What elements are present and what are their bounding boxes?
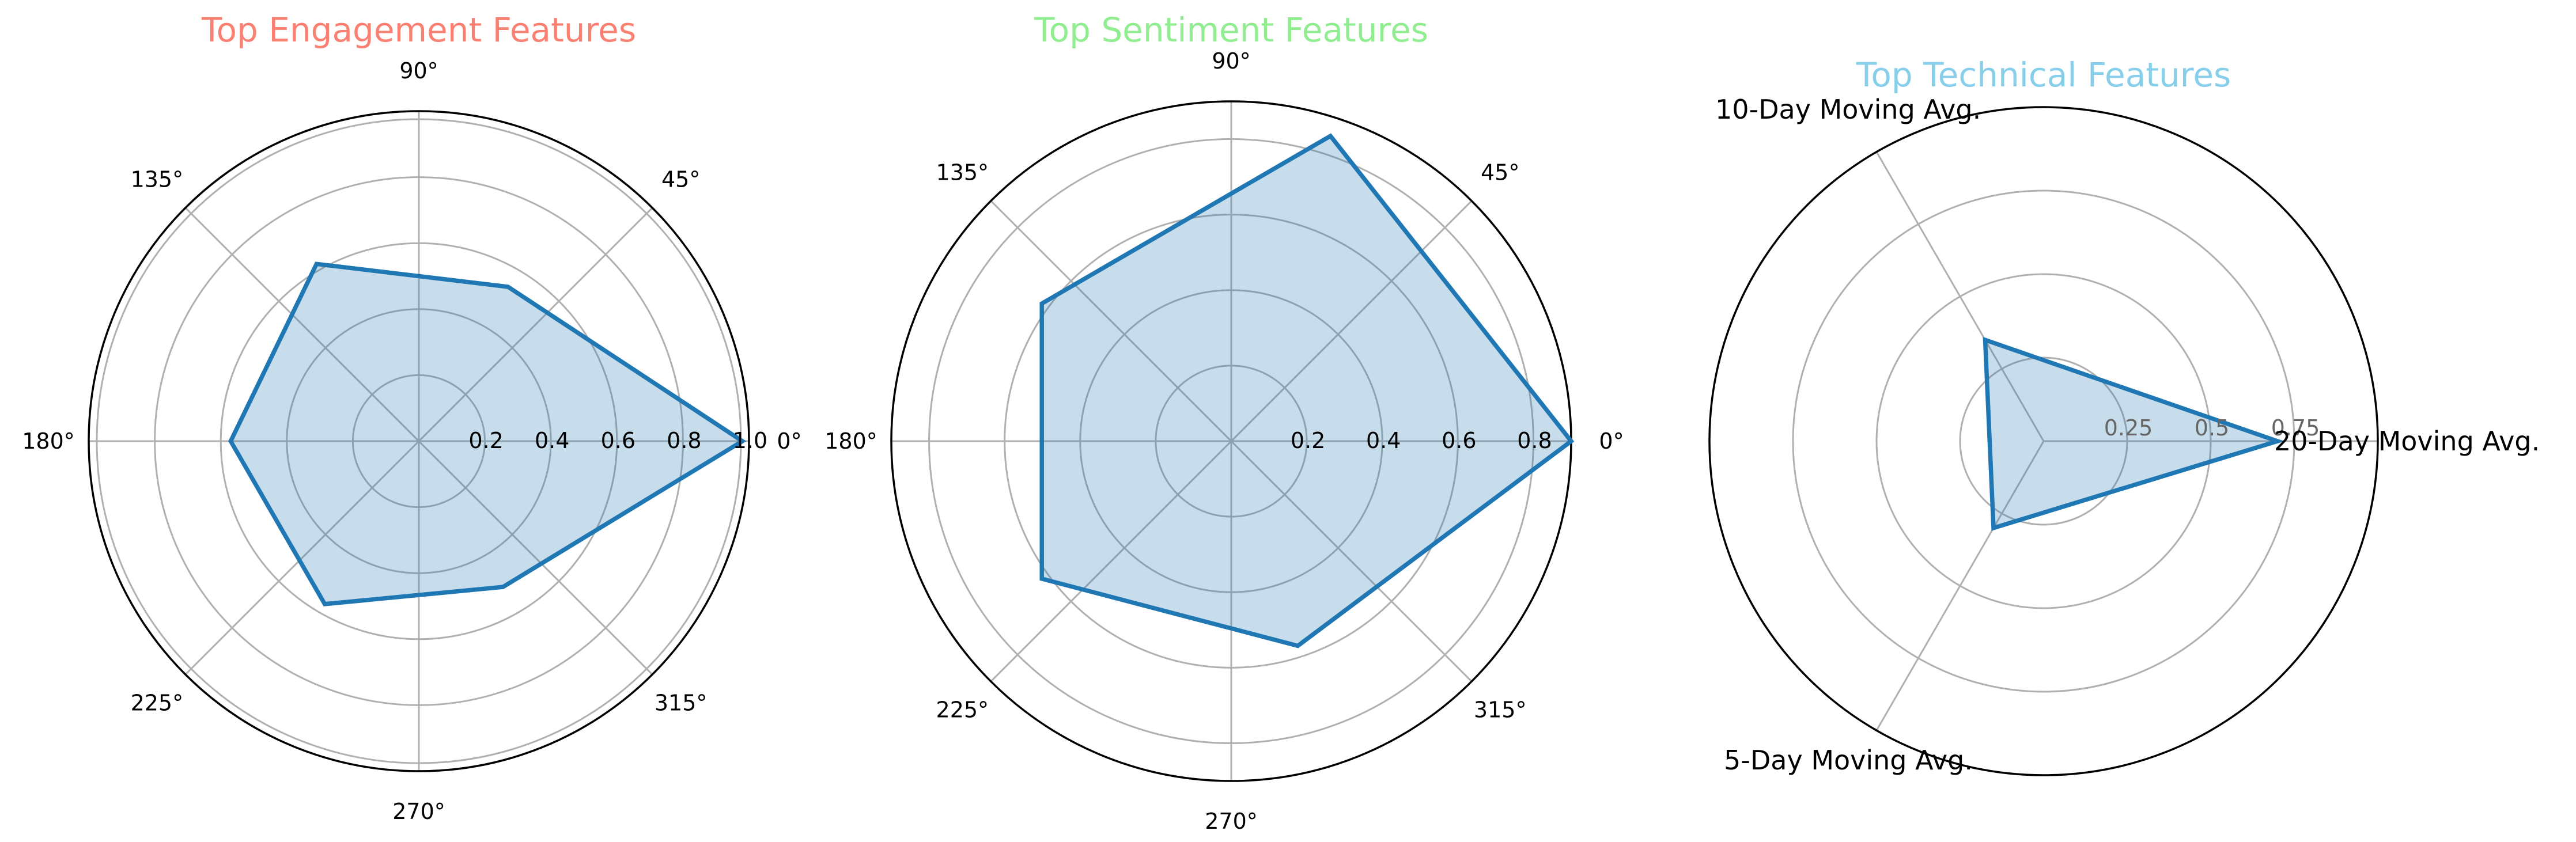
angle-label: 315° <box>1474 697 1527 723</box>
radial-tick-label: 0.8 <box>1517 428 1552 453</box>
radial-gridline <box>351 374 486 509</box>
outer-frame <box>1708 106 2379 776</box>
radial-tick-label: 0.8 <box>667 428 701 453</box>
outer-frame <box>88 110 750 772</box>
angle-label: 315° <box>655 691 708 716</box>
spoke-line <box>990 200 1232 442</box>
angle-label: 270° <box>392 799 445 824</box>
spoke-line <box>184 207 420 442</box>
angle-label: 270° <box>1205 809 1258 834</box>
technical-series <box>1983 336 2285 531</box>
series-line <box>1039 133 1575 648</box>
engagement-grid <box>88 110 750 772</box>
angle-label: 45° <box>1481 160 1519 185</box>
angle-label: 90° <box>1212 48 1250 74</box>
spoke-line <box>990 440 1232 682</box>
radial-tick-label: 0.25 <box>2104 415 2153 441</box>
series-area <box>1985 340 2278 528</box>
angle-label: 225° <box>131 691 184 716</box>
angle-label: 135° <box>131 166 184 192</box>
engagement-series <box>228 261 747 606</box>
category-label: 5-Day Moving Avg. <box>1724 745 1973 776</box>
category-label: 10-Day Moving Avg. <box>1715 94 1981 125</box>
angle-label: 180° <box>824 428 877 454</box>
angle-label: 0° <box>777 428 801 454</box>
spoke-line <box>418 207 653 442</box>
spoke-line <box>418 440 653 676</box>
spoke-line <box>1230 200 1473 442</box>
engagement-radar-panel: 0.2 0.4 0.6 0.8 1.0 0° 45° 90° 135° 180° 225° 270° 3… <box>22 10 801 824</box>
engagement-labels: 0.2 0.4 0.6 0.8 1.0 0° 45° 90° 135° 180° 225° 270° 3… <box>22 58 801 824</box>
radial-gridline <box>1959 356 2128 526</box>
radial-tick-label: 0.2 <box>1291 428 1325 453</box>
radial-tick-label: 0.2 <box>468 428 503 453</box>
engagement-chart-title: Top Engagement Features <box>201 10 636 50</box>
technical-grid <box>1708 106 2379 776</box>
angle-label: 45° <box>661 166 700 192</box>
radial-gridline <box>928 138 1534 744</box>
series-line <box>1983 336 2285 531</box>
spoke-line <box>1230 440 1473 682</box>
sentiment-chart-title: Top Sentiment Features <box>1034 10 1428 50</box>
category-label: 20-Day Moving Avg. <box>2274 426 2540 457</box>
radial-tick-label: 0.6 <box>1442 428 1476 453</box>
radial-tick-label: 0.5 <box>2195 415 2229 441</box>
radial-gridline <box>1079 289 1383 593</box>
radial-tick-label: 0.75 <box>2271 415 2320 441</box>
series-area <box>1042 136 1571 646</box>
radial-gridline <box>286 308 552 574</box>
angle-label: 90° <box>399 58 438 84</box>
radial-gridline <box>220 242 618 640</box>
angle-label: 180° <box>22 428 75 454</box>
sentiment-series <box>1039 133 1575 648</box>
radial-gridline <box>1875 273 2212 609</box>
angle-label: 135° <box>936 160 989 185</box>
sentiment-labels: 0.2 0.4 0.6 0.8 0° 45° 90° 135° 180° 225° 270° 315° <box>824 48 1624 834</box>
radial-tick-label: 0.4 <box>1366 428 1401 453</box>
radial-tick-label: 0.4 <box>535 428 569 453</box>
angle-label: 0° <box>1599 428 1624 454</box>
radial-tick-label: 0.6 <box>601 428 636 453</box>
radial-tick-label: 1.0 <box>733 428 767 453</box>
spoke-line <box>184 440 420 676</box>
radial-gridline <box>1155 365 1308 518</box>
radial-gridline <box>1004 214 1459 669</box>
sentiment-radar-panel: 0.2 0.4 0.6 0.8 0° 45° 90° 135° 180° 225° 270° 315°… <box>824 10 1624 834</box>
technical-chart-title: Top Technical Features <box>1856 55 2231 94</box>
radial-gridline <box>1792 189 2295 693</box>
angle-label: 225° <box>936 697 989 723</box>
radial-gridline <box>154 176 684 706</box>
